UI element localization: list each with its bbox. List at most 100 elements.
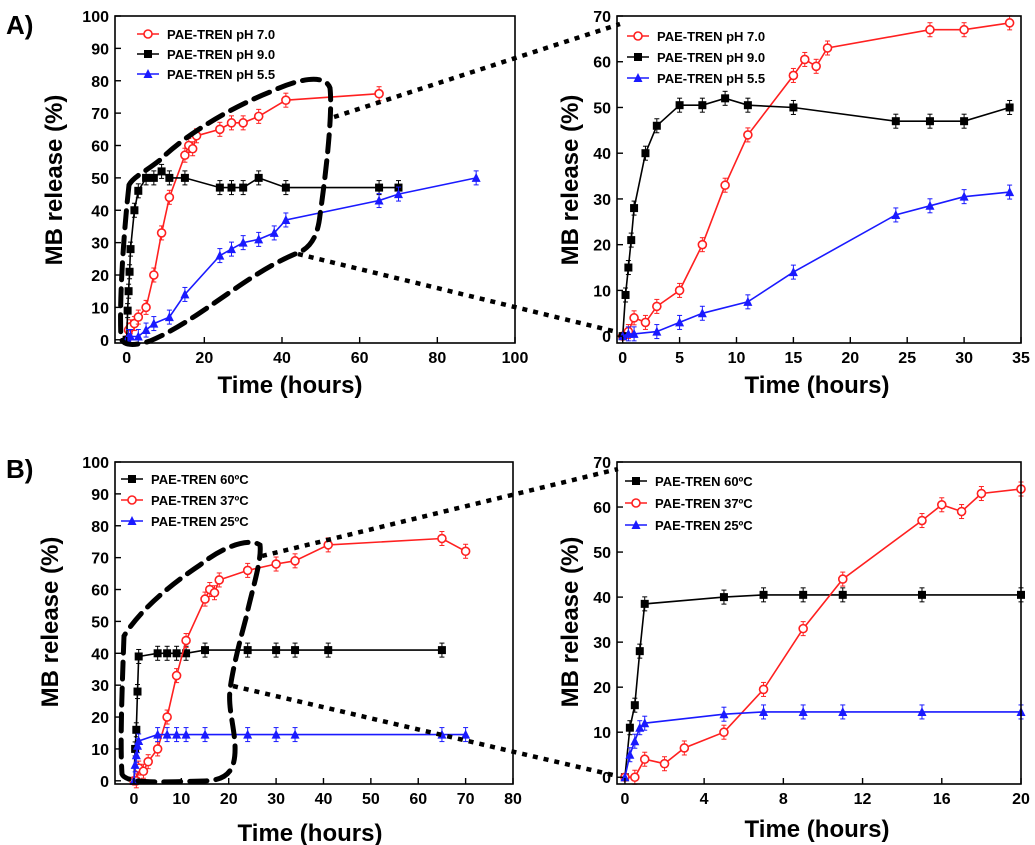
- data-point: [143, 756, 153, 767]
- data-point: [181, 635, 191, 646]
- data-point: [789, 103, 798, 112]
- y-tick-label: 80: [91, 74, 109, 91]
- data-point: [239, 183, 248, 192]
- data-point: [200, 594, 210, 604]
- data-point: [393, 189, 403, 199]
- data-point: [1005, 187, 1015, 197]
- y-tick-label: 100: [82, 455, 109, 472]
- data-point: [659, 758, 670, 769]
- data-point: [721, 94, 730, 103]
- legend-entry: PAE-TREN 60ºC: [151, 472, 249, 487]
- x-axis-title: Time (hours): [218, 372, 363, 399]
- data-point: [272, 646, 281, 655]
- data-point: [141, 325, 151, 335]
- y-tick-label: 50: [593, 100, 611, 117]
- data-point: [719, 727, 729, 738]
- data-point: [630, 772, 640, 783]
- legend-entry: PAE-TREN 37ºC: [151, 493, 249, 508]
- x-axis-title: Time (hours): [745, 372, 890, 399]
- x-tick-label: 0: [618, 350, 627, 367]
- plot-frame: [616, 461, 1022, 785]
- legend-marker: [127, 516, 137, 525]
- data-point: [165, 173, 174, 182]
- series-line-2: [126, 177, 477, 341]
- data-point: [759, 590, 768, 599]
- series-line-0: [125, 92, 380, 340]
- data-point: [917, 590, 926, 599]
- x-tick-label: 20: [1012, 791, 1030, 808]
- data-point: [133, 331, 143, 341]
- data-point: [675, 317, 685, 327]
- data-point: [130, 759, 140, 769]
- data-point: [281, 95, 291, 105]
- legend-entry: PAE-TREN pH 9.0: [657, 50, 765, 65]
- series-line-1: [621, 97, 1010, 337]
- x-tick-label: 80: [428, 350, 446, 367]
- y-tick-label: 70: [91, 551, 109, 568]
- x-tick-label: 35: [1012, 350, 1030, 367]
- legend-marker: [634, 53, 642, 61]
- data-point: [375, 183, 384, 192]
- legend-entry: PAE-TREN pH 7.0: [657, 29, 765, 44]
- y-tick-label: 40: [593, 590, 611, 607]
- data-point: [925, 200, 935, 210]
- data-point: [698, 101, 707, 110]
- panel-label-a: A): [6, 10, 33, 40]
- x-tick-label: 5: [675, 350, 684, 367]
- x-tick-label: 80: [504, 791, 522, 808]
- x-axis-title: Time (hours): [238, 820, 383, 845]
- x-tick-label: 15: [784, 350, 802, 367]
- data-point: [936, 499, 947, 510]
- data-point: [182, 649, 191, 658]
- data-point: [959, 191, 969, 201]
- data-point: [788, 70, 799, 81]
- data-point: [201, 646, 210, 655]
- data-point: [152, 744, 163, 754]
- plot-frame: [616, 15, 1022, 344]
- legend-marker: [632, 477, 640, 485]
- data-point: [652, 121, 661, 130]
- legend-marker: [631, 520, 641, 529]
- data-point: [133, 687, 142, 696]
- data-point: [838, 590, 847, 599]
- data-point: [200, 729, 210, 739]
- data-point: [238, 237, 248, 247]
- x-tick-label: 60: [351, 350, 369, 367]
- data-point: [437, 646, 446, 655]
- data-point: [215, 124, 225, 135]
- data-point: [130, 206, 139, 215]
- data-point: [126, 245, 135, 254]
- y-tick-label: 50: [593, 545, 611, 562]
- data-point: [281, 183, 290, 192]
- data-point: [641, 149, 650, 158]
- y-tick-label: 40: [91, 646, 109, 663]
- data-point: [630, 204, 639, 213]
- data-point: [134, 186, 143, 195]
- data-point: [134, 652, 143, 661]
- y-tick-label: 10: [593, 283, 611, 300]
- data-point: [697, 239, 708, 250]
- data-point: [125, 267, 134, 276]
- data-point: [891, 117, 900, 126]
- data-point: [630, 736, 640, 746]
- data-point: [625, 723, 634, 732]
- legend-marker: [128, 475, 136, 483]
- data-point: [138, 766, 149, 777]
- data-point: [153, 649, 162, 658]
- y-tick-label: 50: [91, 614, 109, 631]
- chart-a-zoom: 0 5 10 15 20 25 30 35 0 10 20 30 40 50 60 70 Time (hours…: [557, 9, 1030, 399]
- x-tick-label: 16: [933, 791, 951, 808]
- legend-entry: PAE-TREN pH 5.5: [657, 71, 765, 86]
- y-axis-title: MB release (%): [41, 95, 68, 266]
- x-tick-label: 12: [854, 791, 872, 808]
- legend-marker: [144, 50, 152, 58]
- y-tick-label: 70: [593, 9, 611, 26]
- data-point: [621, 290, 630, 299]
- data-point: [788, 267, 798, 277]
- x-tick-label: 50: [362, 791, 380, 808]
- legend-entry: PAE-TREN 37ºC: [655, 496, 753, 511]
- data-point: [271, 729, 281, 739]
- data-point: [799, 54, 810, 65]
- y-tick-label: 20: [91, 710, 109, 727]
- zoom-region-lasso-a: [118, 76, 334, 347]
